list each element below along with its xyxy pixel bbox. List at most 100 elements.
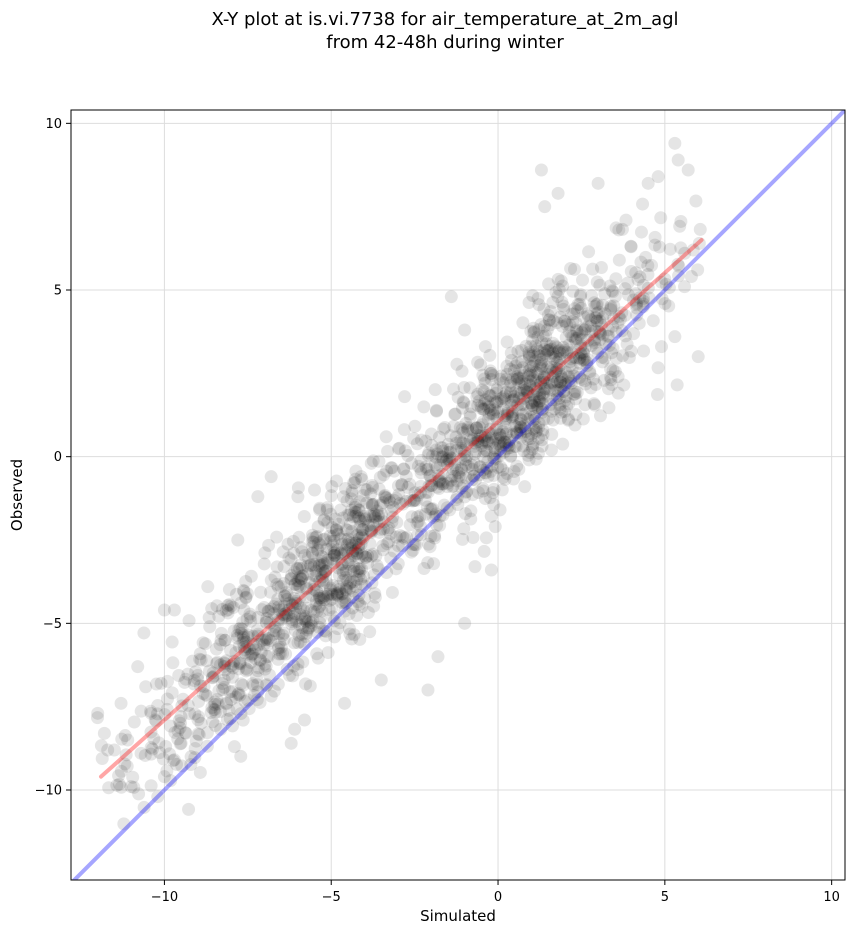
scatter-point — [290, 561, 304, 575]
scatter-point — [567, 307, 581, 321]
scatter-point — [517, 444, 531, 458]
scatter-point — [543, 362, 557, 376]
scatter-point — [472, 394, 486, 408]
scatter-point — [234, 707, 248, 721]
scatter-point — [156, 752, 170, 766]
scatter-point — [192, 728, 206, 742]
scatter-point — [486, 368, 500, 382]
scatter-point — [137, 800, 151, 814]
scatter-point — [217, 680, 231, 694]
scatter-point — [200, 739, 214, 753]
scatter-point — [646, 314, 660, 328]
scatter-point — [319, 564, 333, 578]
scatter-point — [546, 351, 560, 365]
scatter-point — [292, 561, 306, 575]
scatter-point — [182, 614, 196, 628]
scatter-point — [235, 622, 249, 636]
scatter-point — [451, 390, 465, 404]
scatter-point — [250, 678, 264, 692]
scatter-point — [359, 550, 373, 564]
scatter-point — [519, 339, 533, 353]
scatter-point — [240, 587, 254, 601]
scatter-point — [272, 615, 286, 629]
scatter-point — [468, 436, 482, 450]
scatter-point — [466, 462, 480, 476]
scatter-point — [493, 448, 507, 462]
scatter-point — [428, 509, 442, 523]
scatter-point — [319, 624, 333, 638]
scatter-point — [493, 427, 507, 441]
scatter-point — [310, 604, 324, 618]
scatter-point — [321, 589, 335, 603]
scatter-point — [307, 559, 321, 573]
scatter-point — [509, 440, 523, 454]
scatter-point — [254, 645, 268, 659]
scatter-point — [237, 633, 251, 647]
scatter-point — [469, 473, 483, 487]
scatter-point — [419, 434, 433, 448]
scatter-point — [569, 392, 583, 406]
scatter-point — [282, 668, 296, 682]
scatter-point — [581, 333, 595, 347]
scatter-point — [530, 398, 544, 412]
scatter-point — [408, 419, 422, 433]
scatter-point — [264, 573, 278, 587]
chart-title-line-1: X-Y plot at is.vi.7738 for air_temperatu… — [211, 9, 678, 30]
scatter-point — [566, 315, 580, 329]
scatter-point — [339, 583, 353, 597]
scatter-point — [277, 560, 291, 574]
scatter-point — [609, 272, 623, 286]
scatter-point — [399, 494, 413, 508]
scatter-point — [282, 551, 296, 565]
scatter-point — [563, 318, 577, 332]
scatter-point — [481, 469, 495, 483]
scatter-point — [580, 355, 594, 369]
scatter-point — [324, 489, 338, 503]
scatter-point — [562, 369, 576, 383]
scatter-point — [408, 538, 422, 552]
scatter-point — [366, 480, 380, 494]
scatter-point — [449, 430, 463, 444]
scatter-point — [532, 416, 546, 430]
scatter-point — [497, 445, 511, 459]
scatter-point — [498, 472, 512, 486]
scatter-point — [496, 470, 510, 484]
scatter-point — [423, 540, 437, 554]
scatter-point — [441, 445, 455, 459]
scatter-point — [490, 381, 504, 395]
scatter-point — [467, 469, 481, 483]
scatter-point — [299, 610, 313, 624]
scatter-point — [608, 289, 622, 303]
scatter-point — [382, 521, 396, 535]
scatter-point — [355, 523, 369, 537]
scatter-point — [345, 525, 359, 539]
scatter-point — [532, 394, 546, 408]
scatter-point — [200, 726, 214, 740]
scatter-point — [218, 633, 232, 647]
scatter-point — [346, 549, 360, 563]
scatter-point — [391, 442, 405, 456]
scatter-point — [334, 532, 348, 546]
scatter-point — [272, 600, 286, 614]
scatter-point — [629, 287, 643, 301]
scatter-point — [285, 568, 299, 582]
scatter-point — [427, 557, 441, 571]
scatter-point — [299, 630, 313, 644]
scatter-point — [377, 468, 391, 482]
scatter-point — [137, 626, 151, 640]
scatter-point — [240, 640, 254, 654]
scatter-point — [368, 587, 382, 601]
scatter-point — [454, 470, 468, 484]
scatter-point — [436, 441, 450, 455]
scatter-point — [166, 656, 180, 670]
scatter-point — [360, 483, 374, 497]
scatter-point — [548, 384, 562, 398]
scatter-point — [575, 372, 589, 386]
scatter-point — [222, 583, 236, 597]
scatter-point — [548, 402, 562, 416]
scatter-point — [305, 588, 319, 602]
scatter-point — [178, 726, 192, 740]
scatter-point — [90, 711, 104, 725]
scatter-point — [593, 278, 607, 292]
scatter-point — [561, 413, 575, 427]
